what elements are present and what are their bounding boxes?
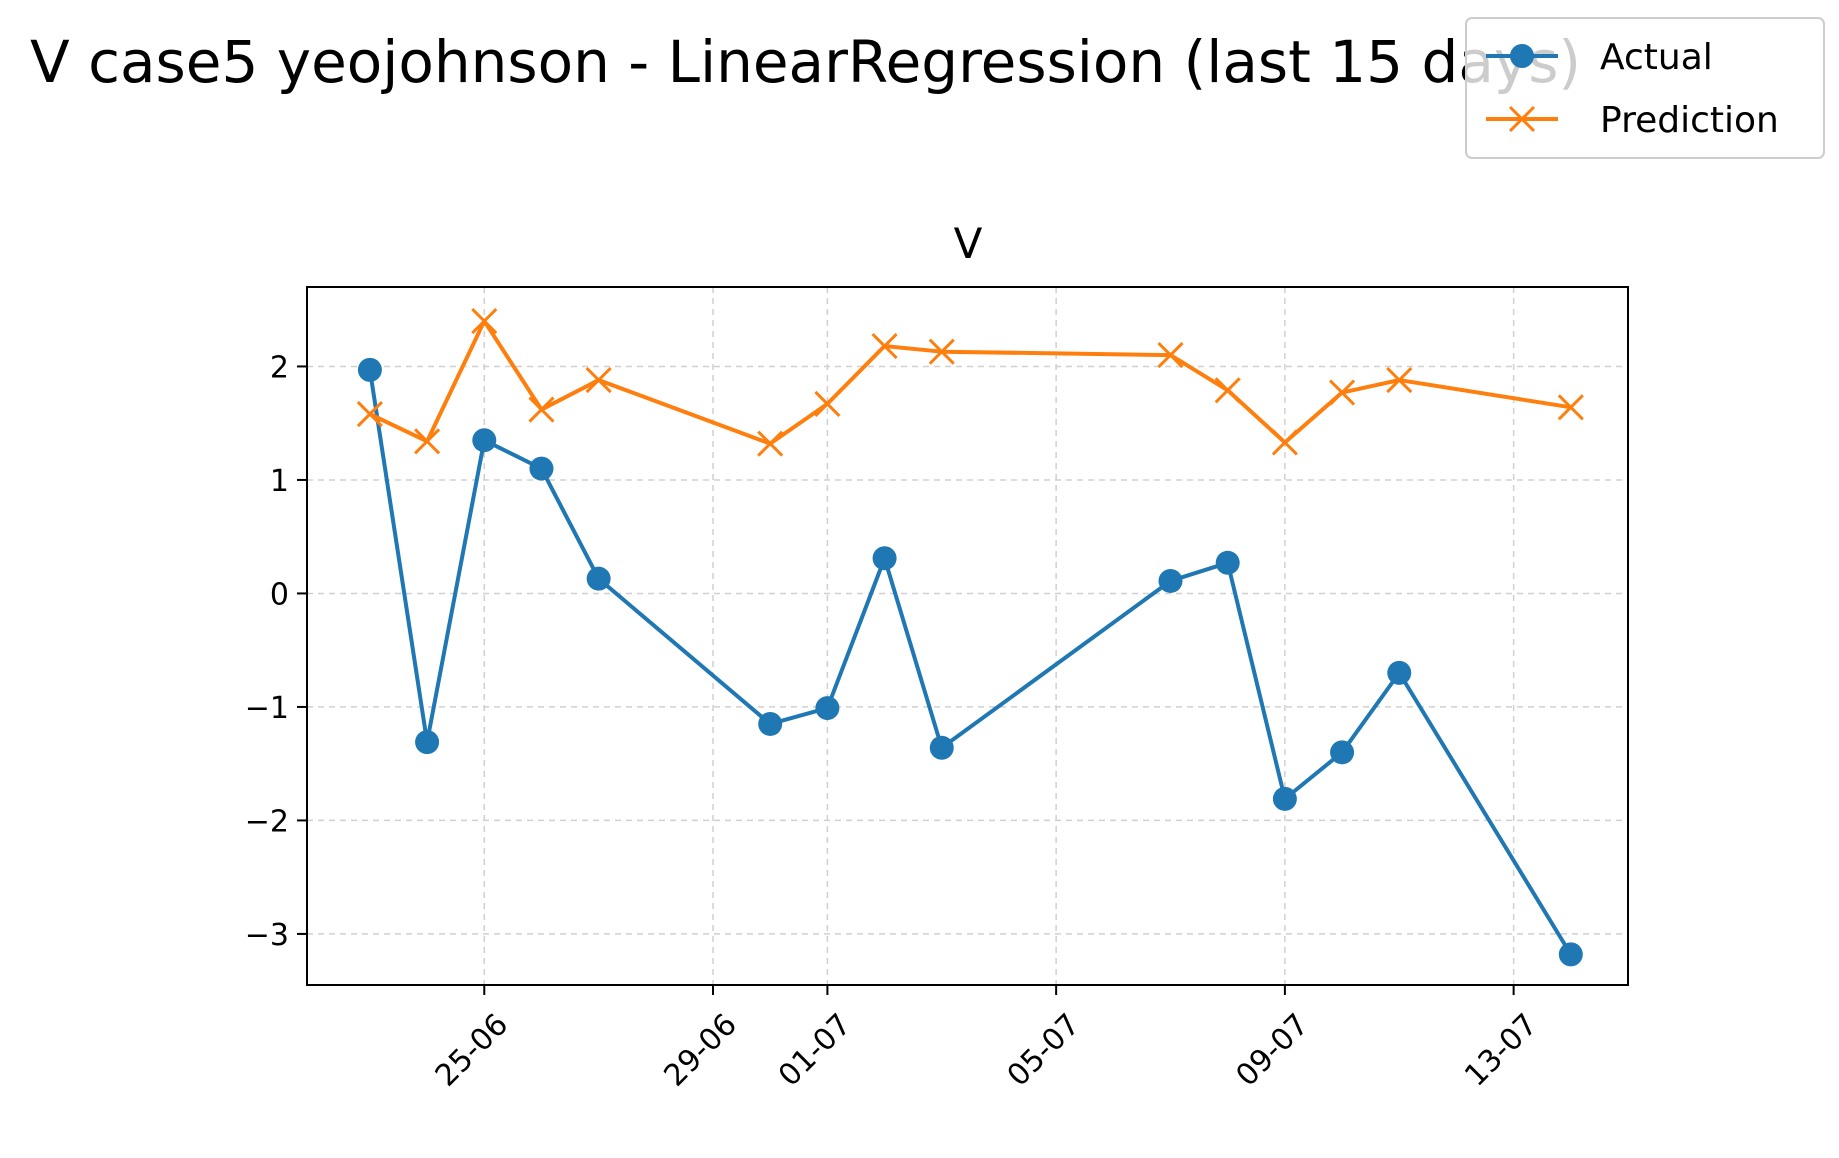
point-prediction bbox=[1329, 379, 1356, 406]
point-prediction-stroke bbox=[1329, 379, 1356, 406]
point-prediction-stroke bbox=[356, 401, 383, 428]
point-actual bbox=[1387, 660, 1412, 685]
legend-label-actual: Actual bbox=[1600, 37, 1713, 78]
point-actual bbox=[758, 711, 783, 736]
y-tick-label: 2 bbox=[270, 350, 289, 385]
point-prediction bbox=[814, 390, 841, 417]
y-axis: −3 −2 −1 0 1 2 bbox=[245, 350, 307, 953]
point-actual bbox=[1272, 786, 1297, 811]
y-tick-label: −3 bbox=[245, 918, 289, 953]
point-actual bbox=[815, 696, 840, 721]
point-actual bbox=[586, 566, 611, 591]
point-prediction bbox=[1386, 367, 1413, 394]
point-actual bbox=[1215, 550, 1240, 575]
legend-box bbox=[1465, 17, 1825, 159]
legend-label-prediction: Prediction bbox=[1600, 100, 1779, 141]
point-prediction bbox=[585, 367, 612, 394]
series-line-prediction bbox=[369, 319, 1572, 446]
point-prediction bbox=[356, 401, 383, 428]
point-actual bbox=[1330, 740, 1355, 765]
point-prediction-stroke bbox=[1557, 394, 1584, 421]
point-prediction bbox=[871, 332, 898, 360]
point-prediction bbox=[1157, 342, 1184, 369]
x-tick-label: 01-07 bbox=[772, 1007, 858, 1093]
point-actual bbox=[415, 730, 440, 755]
y-tick-label: 1 bbox=[270, 464, 289, 499]
point-prediction-stroke bbox=[871, 332, 898, 360]
legend: Actual Prediction bbox=[1465, 17, 1825, 159]
point-prediction-stroke bbox=[1271, 429, 1298, 456]
point-actual bbox=[929, 735, 954, 760]
chart-suptitle: V case5 yeojohnson - LinearRegression (l… bbox=[30, 28, 1581, 96]
point-prediction-stroke bbox=[528, 396, 555, 423]
x-tick-label: 25-06 bbox=[429, 1007, 515, 1093]
point-prediction-stroke bbox=[1214, 377, 1241, 404]
point-prediction bbox=[1214, 377, 1241, 404]
point-prediction-stroke bbox=[471, 307, 498, 335]
point-prediction-stroke bbox=[757, 430, 784, 457]
series-line-actual bbox=[367, 369, 1573, 956]
point-actual bbox=[472, 428, 497, 453]
point-prediction bbox=[471, 307, 498, 335]
x-tick-label: 29-06 bbox=[658, 1007, 744, 1093]
legend-marker-actual bbox=[1510, 44, 1534, 68]
point-prediction-stroke bbox=[414, 428, 441, 455]
point-prediction bbox=[528, 396, 555, 423]
legend-marker-prediction-stroke bbox=[1508, 105, 1536, 133]
point-actual bbox=[872, 546, 897, 571]
point-actual bbox=[357, 357, 382, 382]
point-prediction bbox=[1557, 394, 1584, 421]
point-actual bbox=[1158, 568, 1183, 593]
x-axis: 25-06 29-06 01-07 05-07 09-07 13-07 bbox=[429, 985, 1545, 1094]
point-actual bbox=[529, 456, 554, 481]
point-prediction-stroke bbox=[585, 367, 612, 394]
point-prediction-stroke bbox=[928, 338, 955, 365]
y-tick-label: −1 bbox=[245, 691, 289, 726]
legend-marker-prediction bbox=[1508, 105, 1536, 133]
plot-frame bbox=[306, 286, 1629, 986]
point-prediction bbox=[928, 338, 955, 365]
point-actual bbox=[1558, 942, 1583, 967]
point-prediction bbox=[414, 428, 441, 455]
series-markers bbox=[356, 307, 1584, 967]
y-tick-label: −2 bbox=[245, 804, 289, 839]
grid bbox=[307, 287, 1628, 985]
point-prediction-stroke bbox=[1386, 367, 1413, 394]
x-tick-label: 13-07 bbox=[1458, 1007, 1544, 1093]
point-prediction bbox=[757, 430, 784, 457]
x-tick-label: 05-07 bbox=[1001, 1007, 1087, 1093]
point-prediction bbox=[1271, 429, 1298, 456]
x-tick-label: 09-07 bbox=[1229, 1007, 1315, 1093]
point-prediction-stroke bbox=[1157, 342, 1184, 369]
y-tick-label: 0 bbox=[270, 577, 289, 612]
point-prediction-stroke bbox=[814, 390, 841, 417]
chart-title: V bbox=[954, 219, 983, 268]
